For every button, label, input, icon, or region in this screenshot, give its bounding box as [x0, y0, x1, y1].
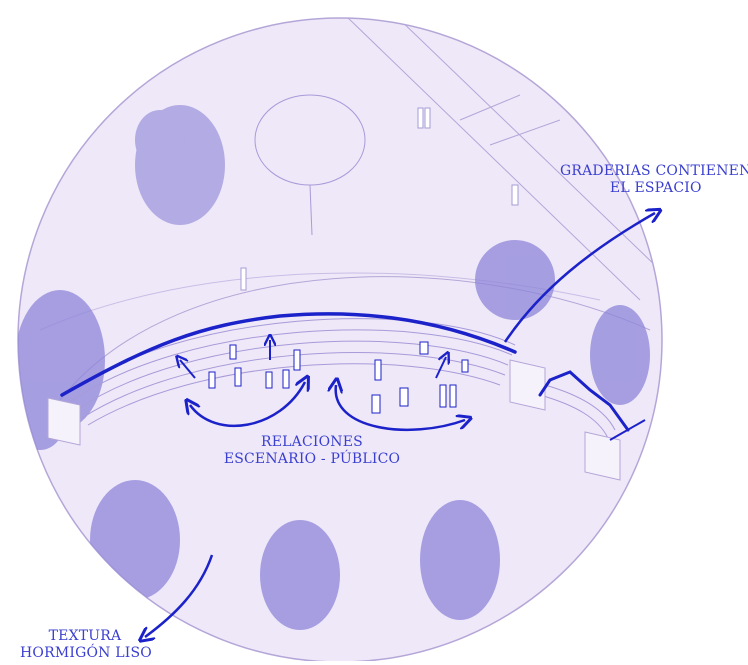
tree-cluster-top-left: [135, 105, 225, 225]
diagonal-walkway: [344, 18, 661, 301]
walkers: [240, 107, 519, 291]
tree-cluster-bottom-center: [260, 520, 340, 630]
graderias-arrow: [503, 213, 655, 343]
plaza-ring: [59, 276, 651, 401]
relacion-arrow-small-1: [180, 360, 196, 379]
textura-label-line1: TEXTURA: [48, 628, 122, 644]
relacion-arrow-right: [336, 385, 465, 431]
relacion-arrow-small-3: [435, 357, 446, 379]
graderias-arrow-right: [609, 419, 646, 441]
relacion-arrow-left: [190, 382, 305, 428]
relaciones-label-line1: RELACIONES: [261, 434, 363, 450]
tree-cluster-bottom-left: [90, 480, 180, 600]
textura-label: TEXTURA HORMIGÓN LISO: [20, 628, 152, 662]
relaciones-label-line2: ESCENARIO - PÚBLICO: [223, 451, 401, 467]
graderias-label-line2: EL ESPACIO: [609, 180, 702, 196]
textura-label-line2: HORMIGÓN LISO: [20, 645, 152, 661]
graderias-label-line1: GRADERIAS CONTIENEN: [560, 163, 748, 179]
outline-tree-top: [254, 94, 366, 236]
stands-step-outline: [538, 370, 630, 432]
tree-cluster-bottom-right: [420, 500, 500, 620]
stands-bold-outline: [60, 312, 517, 397]
concrete-blocks: [47, 359, 621, 481]
tree-cluster-right: [475, 240, 650, 405]
textura-arrow: [145, 554, 214, 637]
vignette-content: [18, 18, 661, 630]
graderias-label: GRADERIAS CONTIENEN EL ESPACIO: [560, 163, 748, 197]
relaciones-label: RELACIONES ESCENARIO - PÚBLICO: [222, 434, 402, 468]
